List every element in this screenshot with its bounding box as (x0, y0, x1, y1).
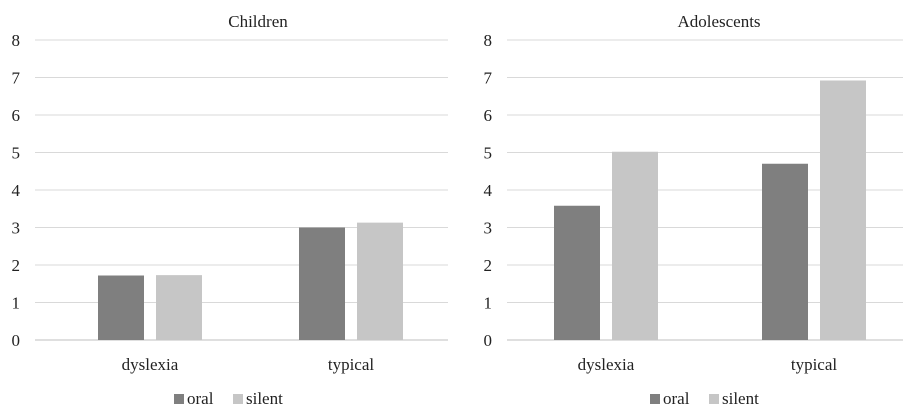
y-tick-label: 5 (484, 144, 493, 163)
y-tick-label: 8 (12, 31, 21, 50)
x-category-label: typical (328, 355, 375, 374)
y-tick-label: 7 (12, 69, 21, 88)
bar-oral-typical (762, 163, 808, 340)
legend-label-silent: silent (722, 389, 759, 406)
legend-label-silent: silent (246, 389, 283, 406)
y-tick-label: 2 (12, 256, 21, 275)
y-tick-label: 4 (12, 181, 21, 200)
bar-oral-dyslexia (98, 275, 144, 340)
x-category-label: dyslexia (578, 355, 635, 374)
chart-title: Children (228, 12, 288, 31)
y-tick-label: 5 (12, 144, 21, 163)
legend-swatch-oral (650, 394, 660, 404)
chart-panel-adolescents: 0 1 2 3 4 5 6 7 8 Adolescents dyslexia typical oral s… (484, 12, 903, 408)
x-category-label: dyslexia (122, 355, 179, 374)
bar-silent-dyslexia (612, 151, 658, 340)
legend-swatch-silent (233, 394, 243, 404)
y-tick-label: 4 (484, 181, 493, 200)
y-tick-label: 6 (12, 106, 21, 125)
y-tick-label: 1 (12, 294, 21, 313)
legend-label-oral: oral (663, 389, 690, 406)
y-tick-label: 1 (484, 294, 493, 313)
y-tick-label: 7 (484, 69, 493, 88)
y-tick-label: 6 (484, 106, 493, 125)
bar-oral-dyslexia (554, 205, 600, 340)
bar-silent-dyslexia (156, 275, 202, 340)
bar-silent-typical (357, 222, 403, 340)
bar-silent-typical (820, 80, 866, 340)
y-tick-label: 0 (12, 331, 21, 350)
chart-title: Adolescents (677, 12, 760, 31)
y-tick-label: 3 (484, 219, 493, 238)
legend-swatch-silent (709, 394, 719, 404)
x-category-label: typical (791, 355, 838, 374)
y-tick-label: 2 (484, 256, 493, 275)
y-tick-label: 3 (12, 219, 21, 238)
bar-oral-typical (299, 227, 345, 340)
y-tick-label: 8 (484, 31, 493, 50)
chart-panel-children: 0 1 2 3 4 5 6 7 8 Children dyslexia typical oral sile… (12, 12, 448, 408)
legend-swatch-oral (174, 394, 184, 404)
legend-label-oral: oral (187, 389, 214, 406)
y-tick-label: 0 (484, 331, 493, 350)
